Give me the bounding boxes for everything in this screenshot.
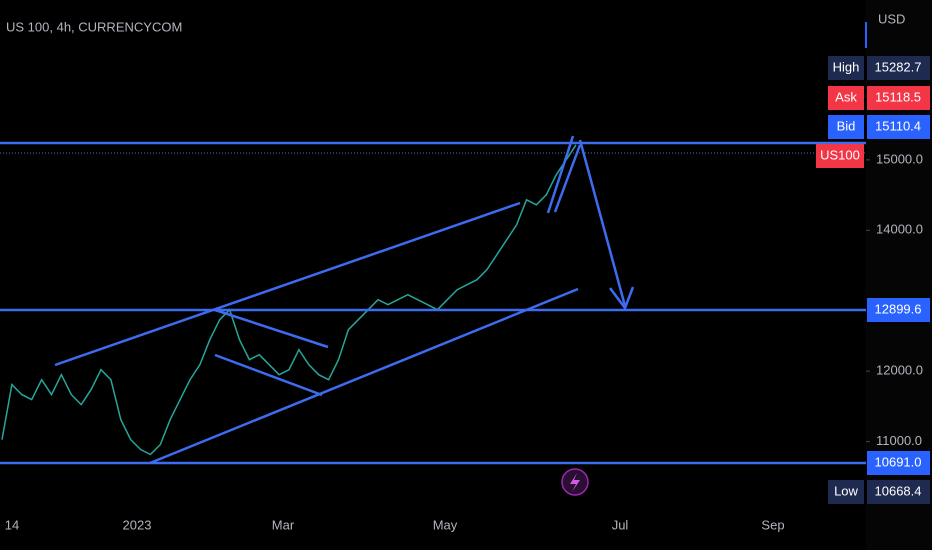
marker-value-box bbox=[867, 115, 930, 139]
marker-value: 15282.7 bbox=[875, 59, 922, 74]
marker-name: US100 bbox=[820, 147, 860, 162]
channel-top bbox=[54, 201, 521, 367]
marker-value: 12899.6 bbox=[875, 301, 922, 316]
marker-value-box bbox=[867, 480, 930, 504]
wedge-left bbox=[546, 135, 575, 214]
marker-name-box bbox=[828, 115, 864, 139]
marker-value: 10691.0 bbox=[875, 454, 922, 469]
x-tick-label: Jul bbox=[612, 517, 629, 532]
channel-bottom bbox=[149, 287, 579, 465]
marker-name-box bbox=[828, 56, 864, 80]
wedge-right bbox=[553, 144, 582, 213]
y-tick-label: 15000.0 bbox=[876, 151, 923, 166]
y-tick-label: 11000.0 bbox=[876, 433, 922, 448]
price-marker: Bid 15110.4 bbox=[828, 115, 930, 139]
flag-top bbox=[214, 308, 329, 349]
marker-value-box bbox=[867, 86, 930, 110]
y-tick-label: 14000.0 bbox=[876, 222, 923, 237]
marker-name-box bbox=[816, 144, 864, 168]
flag-bottom bbox=[214, 353, 323, 397]
marker-name: High bbox=[833, 59, 860, 74]
marker-value: 10668.4 bbox=[875, 483, 922, 498]
x-tick-label: 2023 bbox=[123, 517, 152, 532]
arrow-head bbox=[609, 286, 635, 311]
currency-label: USD bbox=[878, 11, 905, 26]
price-marker: Ask 15118.5 bbox=[828, 86, 930, 110]
marker-name-box bbox=[828, 86, 864, 110]
arrow bbox=[578, 139, 627, 307]
drawings bbox=[0, 135, 866, 465]
marker-name-box bbox=[828, 480, 864, 504]
marker-value-box bbox=[867, 298, 930, 322]
x-tick-label: May bbox=[433, 517, 458, 532]
chart-title: US 100, 4h, CURRENCYCOM bbox=[6, 19, 182, 34]
marker-name: Ask bbox=[835, 89, 857, 104]
marker-value: 15110.4 bbox=[875, 118, 921, 133]
price-marker: 10691.0 bbox=[867, 451, 930, 475]
x-tick-label: Mar bbox=[272, 517, 295, 532]
marker-value: 15118.5 bbox=[875, 89, 921, 104]
price-marker: Low 10668.4 bbox=[828, 480, 930, 504]
marker-name: Bid bbox=[837, 118, 856, 133]
price-line bbox=[1, 144, 577, 456]
price-marker: High 15282.7 bbox=[828, 56, 930, 80]
marker-value-box bbox=[867, 56, 930, 80]
marker-name: Low bbox=[834, 483, 858, 498]
price-marker: US100 bbox=[816, 144, 864, 168]
lightning bbox=[570, 473, 580, 492]
price-marker: 12899.6 bbox=[867, 298, 930, 322]
x-tick-label: 14 bbox=[5, 517, 19, 532]
y-tick-label: 12000.0 bbox=[876, 363, 923, 378]
x-tick-label: Sep bbox=[761, 517, 784, 532]
marker-value-box bbox=[867, 451, 930, 475]
